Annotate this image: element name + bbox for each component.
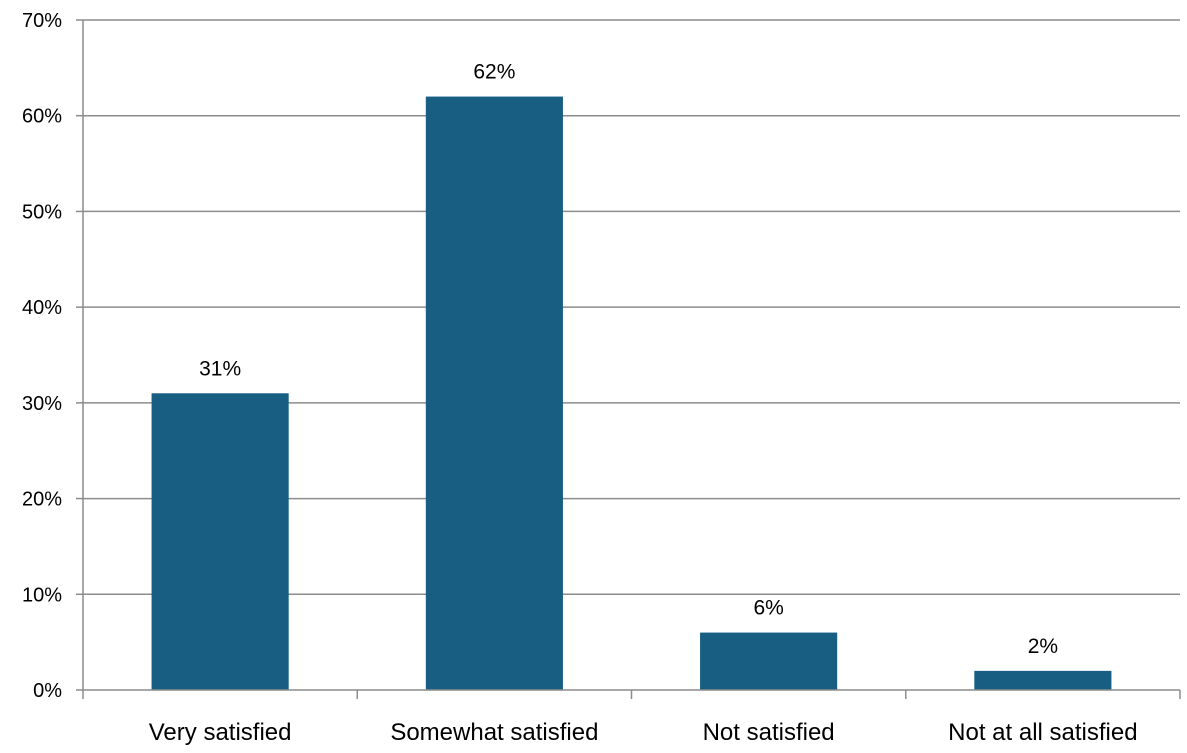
data-label: 2% bbox=[1028, 635, 1058, 658]
x-category-label: Not satisfied bbox=[703, 719, 835, 746]
y-tick-label: 0% bbox=[33, 680, 62, 702]
y-tick-label: 60% bbox=[22, 106, 62, 128]
y-tick-label: 20% bbox=[22, 489, 62, 511]
bar bbox=[974, 670, 1112, 690]
bar bbox=[700, 632, 838, 690]
x-category-label: Very satisfied bbox=[149, 719, 292, 746]
bars bbox=[151, 96, 1112, 691]
axes bbox=[76, 19, 1181, 699]
y-tick-label: 40% bbox=[22, 297, 62, 319]
labels: 0% 10% 20% 30% 40% 50% 60% 70% 31% Very satisfied… bbox=[22, 10, 1138, 746]
bar bbox=[425, 96, 563, 691]
x-category-label: Somewhat satisfied bbox=[390, 719, 598, 746]
y-tick-label: 50% bbox=[22, 201, 62, 223]
y-tick-label: 30% bbox=[22, 393, 62, 415]
y-tick-label: 10% bbox=[22, 584, 62, 606]
y-tick-label: 70% bbox=[22, 10, 62, 32]
x-category-label: Not at all satisfied bbox=[948, 719, 1137, 746]
bar bbox=[151, 393, 289, 690]
data-label: 31% bbox=[199, 357, 241, 380]
data-label: 62% bbox=[473, 61, 515, 84]
data-label: 6% bbox=[753, 597, 783, 620]
